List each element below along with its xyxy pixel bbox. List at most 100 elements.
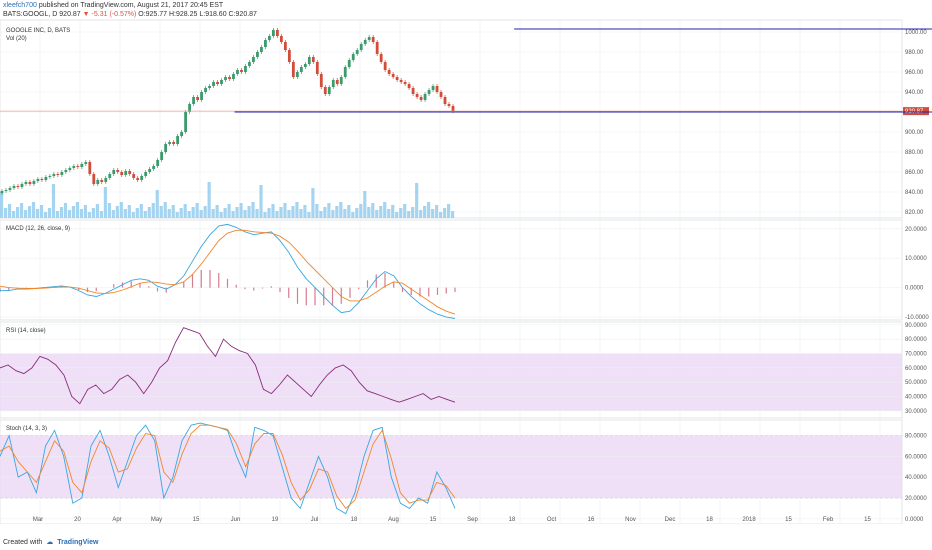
- candle: [244, 66, 247, 72]
- volume-bar: [223, 208, 227, 218]
- candle: [268, 36, 271, 40]
- x-tick-label: May: [151, 517, 162, 523]
- chart-area[interactable]: 820.00840.00860.00880.00900.00920.00940.…: [0, 18, 932, 524]
- ticker-label: BATS:GOOGL, D: [3, 11, 58, 18]
- volume-bar: [335, 206, 339, 218]
- candle: [264, 40, 267, 47]
- candle: [383, 62, 387, 70]
- stoch-pane-title: Stoch (14, 3, 3): [6, 426, 47, 432]
- volume-bar: [87, 212, 91, 218]
- candle: [236, 70, 239, 74]
- volume-bar: [347, 205, 351, 218]
- y-tick-label: 880.00: [905, 150, 924, 156]
- candle: [128, 171, 132, 174]
- candle: [104, 178, 108, 182]
- volume-bar: [363, 191, 367, 218]
- candle: [148, 169, 152, 172]
- candle: [92, 174, 96, 184]
- candle: [108, 174, 112, 178]
- candle: [447, 104, 451, 106]
- candle: [0, 191, 4, 193]
- candle: [375, 42, 379, 54]
- created-with-label: Created with: [3, 538, 43, 546]
- candle: [184, 112, 187, 132]
- volume-bar: [431, 209, 435, 218]
- candle: [40, 179, 44, 180]
- volume-bar: [407, 211, 411, 218]
- candle: [307, 57, 311, 64]
- volume-bar: [35, 209, 40, 218]
- candle: [379, 54, 383, 62]
- y-tick-label: 960.00: [905, 70, 924, 76]
- candle: [423, 94, 427, 100]
- candle: [224, 77, 227, 80]
- x-tick-label: 15: [785, 517, 792, 523]
- x-tick-label: 18: [706, 517, 713, 523]
- volume-bar: [219, 212, 223, 218]
- candle: [200, 92, 203, 100]
- candle: [315, 62, 319, 74]
- candle: [319, 74, 323, 87]
- volume-bar: [255, 209, 259, 218]
- last-price-tag: [903, 107, 929, 116]
- volume-bar: [139, 204, 143, 218]
- price-pane-title: GOOGLE INC, D, BATS: [6, 28, 70, 34]
- volume-bar: [311, 188, 315, 218]
- volume-bar: [447, 204, 451, 218]
- volume-bar: [107, 203, 111, 218]
- volume-bar: [111, 210, 115, 218]
- candle: [172, 142, 176, 144]
- candle: [331, 80, 335, 87]
- candle: [96, 180, 100, 184]
- tradingview-logo-icon: ☁: [46, 539, 54, 546]
- candle: [335, 80, 339, 84]
- candle: [256, 52, 259, 57]
- volume-bar: [187, 211, 191, 218]
- candle: [435, 86, 439, 92]
- publish-info: published on TradingView.com, August 21,…: [38, 2, 224, 9]
- x-tick-label: Oct: [547, 517, 557, 523]
- candle: [411, 88, 415, 94]
- last-price: 920.87: [59, 11, 81, 18]
- volume-bar: [331, 210, 335, 218]
- candle: [4, 190, 8, 191]
- candle: [56, 174, 60, 175]
- volume-bar: [267, 208, 271, 218]
- volume-bar: [171, 205, 175, 218]
- y-tick-label: 60.0000: [905, 366, 927, 372]
- volume-bar: [7, 204, 12, 218]
- volume-bar: [323, 207, 327, 218]
- volume-bar: [251, 202, 255, 218]
- candle: [355, 50, 359, 54]
- volume-bar: [71, 206, 76, 218]
- candle: [176, 136, 180, 144]
- candle: [80, 164, 84, 167]
- volume-bar: [231, 211, 235, 218]
- author-link[interactable]: xleefch700: [3, 2, 37, 9]
- volume-bar: [95, 204, 99, 218]
- volume-bar: [339, 202, 343, 218]
- macd-line: [0, 223, 456, 319]
- volume-bar: [191, 207, 195, 218]
- volume-bar: [247, 206, 251, 218]
- footer: Created with ☁ TradingView: [3, 538, 98, 547]
- candle: [164, 144, 168, 152]
- candle: [303, 64, 307, 67]
- volume-bar: [15, 207, 20, 218]
- candle: [431, 86, 435, 90]
- volume-bar: [435, 205, 439, 218]
- y-tick-label: 80.0000: [905, 434, 927, 440]
- volume-bar: [159, 206, 163, 218]
- volume-bar: [131, 212, 135, 218]
- y-tick-label: 80.0000: [905, 337, 927, 343]
- volume-bar: [91, 208, 95, 218]
- candle: [188, 104, 191, 112]
- y-tick-label: 940.00: [905, 90, 924, 96]
- x-tick-label: 15: [864, 517, 871, 523]
- x-tick-label: 19: [272, 517, 279, 523]
- volume-bar: [415, 183, 419, 218]
- volume-bar: [155, 190, 159, 218]
- candle: [136, 178, 140, 180]
- volume-bar: [31, 202, 36, 218]
- volume-bar: [367, 207, 371, 218]
